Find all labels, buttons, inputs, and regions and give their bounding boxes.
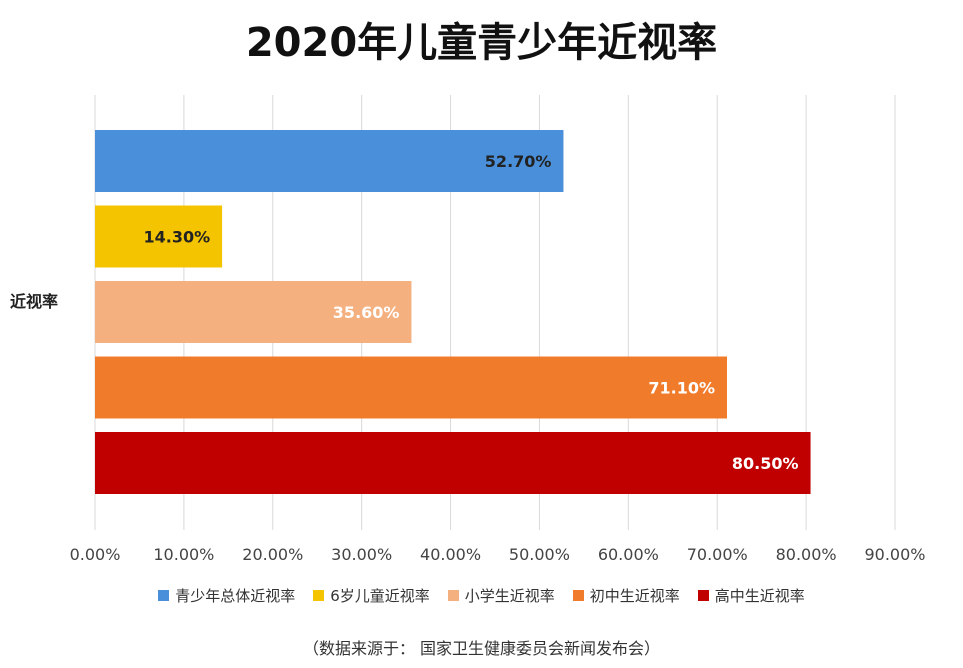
legend-swatch	[313, 590, 325, 601]
legend: 青少年总体近视率 6岁儿童近视率 小学生近视率 初中生近视率 高中生近视率	[0, 585, 963, 606]
x-tick-label: 20.00%	[242, 545, 303, 564]
x-tick-label: 80.00%	[776, 545, 837, 564]
legend-item: 小学生近视率	[447, 585, 555, 606]
legend-swatch	[158, 590, 170, 601]
category-label: 近视率	[10, 292, 58, 311]
x-tick-label: 40.00%	[420, 545, 481, 564]
legend-item: 高中生近视率	[697, 585, 805, 606]
bar-chart: 0.00% 10.00% 20.00% 30.00% 40.00% 50.00% 60.00…	[10, 95, 926, 564]
legend-label: 高中生近视率	[714, 587, 805, 605]
x-axis-tick-labels: 0.00% 10.00% 20.00% 30.00% 40.00% 50.00% 60.00…	[70, 545, 926, 564]
bar-value-label: 80.50%	[732, 454, 799, 473]
legend-label: 6岁儿童近视率	[330, 587, 430, 605]
x-tick-label: 0.00%	[70, 545, 121, 564]
x-tick-label: 10.00%	[153, 545, 214, 564]
bar-value-label: 14.30%	[143, 228, 210, 247]
bar-value-label: 35.60%	[333, 303, 400, 322]
legend-swatch	[447, 590, 459, 601]
legend-label: 小学生近视率	[464, 587, 555, 605]
bar	[95, 281, 412, 343]
data-labels: 52.70% 14.30% 35.60% 71.10% 80.50%	[143, 152, 798, 473]
legend-swatch	[697, 590, 709, 601]
legend-swatch	[572, 590, 584, 601]
bar	[95, 205, 223, 268]
x-tick-label: 70.00%	[687, 545, 748, 564]
bar-value-label: 71.10%	[648, 379, 715, 398]
legend-item: 6岁儿童近视率	[313, 585, 430, 606]
x-tick-label: 30.00%	[331, 545, 392, 564]
legend-item: 青少年总体近视率	[158, 585, 295, 606]
source-note: （数据来源于： 国家卫生健康委员会新闻发布会）	[302, 639, 661, 658]
bars	[95, 130, 811, 494]
x-tick-label: 60.00%	[598, 545, 659, 564]
bar	[95, 356, 727, 419]
legend-item: 初中生近视率	[572, 585, 680, 606]
bar	[95, 130, 564, 192]
x-tick-label: 50.00%	[509, 545, 570, 564]
bar	[95, 432, 811, 494]
bar-value-label: 52.70%	[485, 152, 552, 171]
legend-label: 初中生近视率	[589, 587, 680, 605]
legend-label: 青少年总体近视率	[175, 587, 296, 605]
chart-title: 2020年儿童青少年近视率	[245, 20, 718, 66]
x-tick-label: 90.00%	[864, 545, 925, 564]
